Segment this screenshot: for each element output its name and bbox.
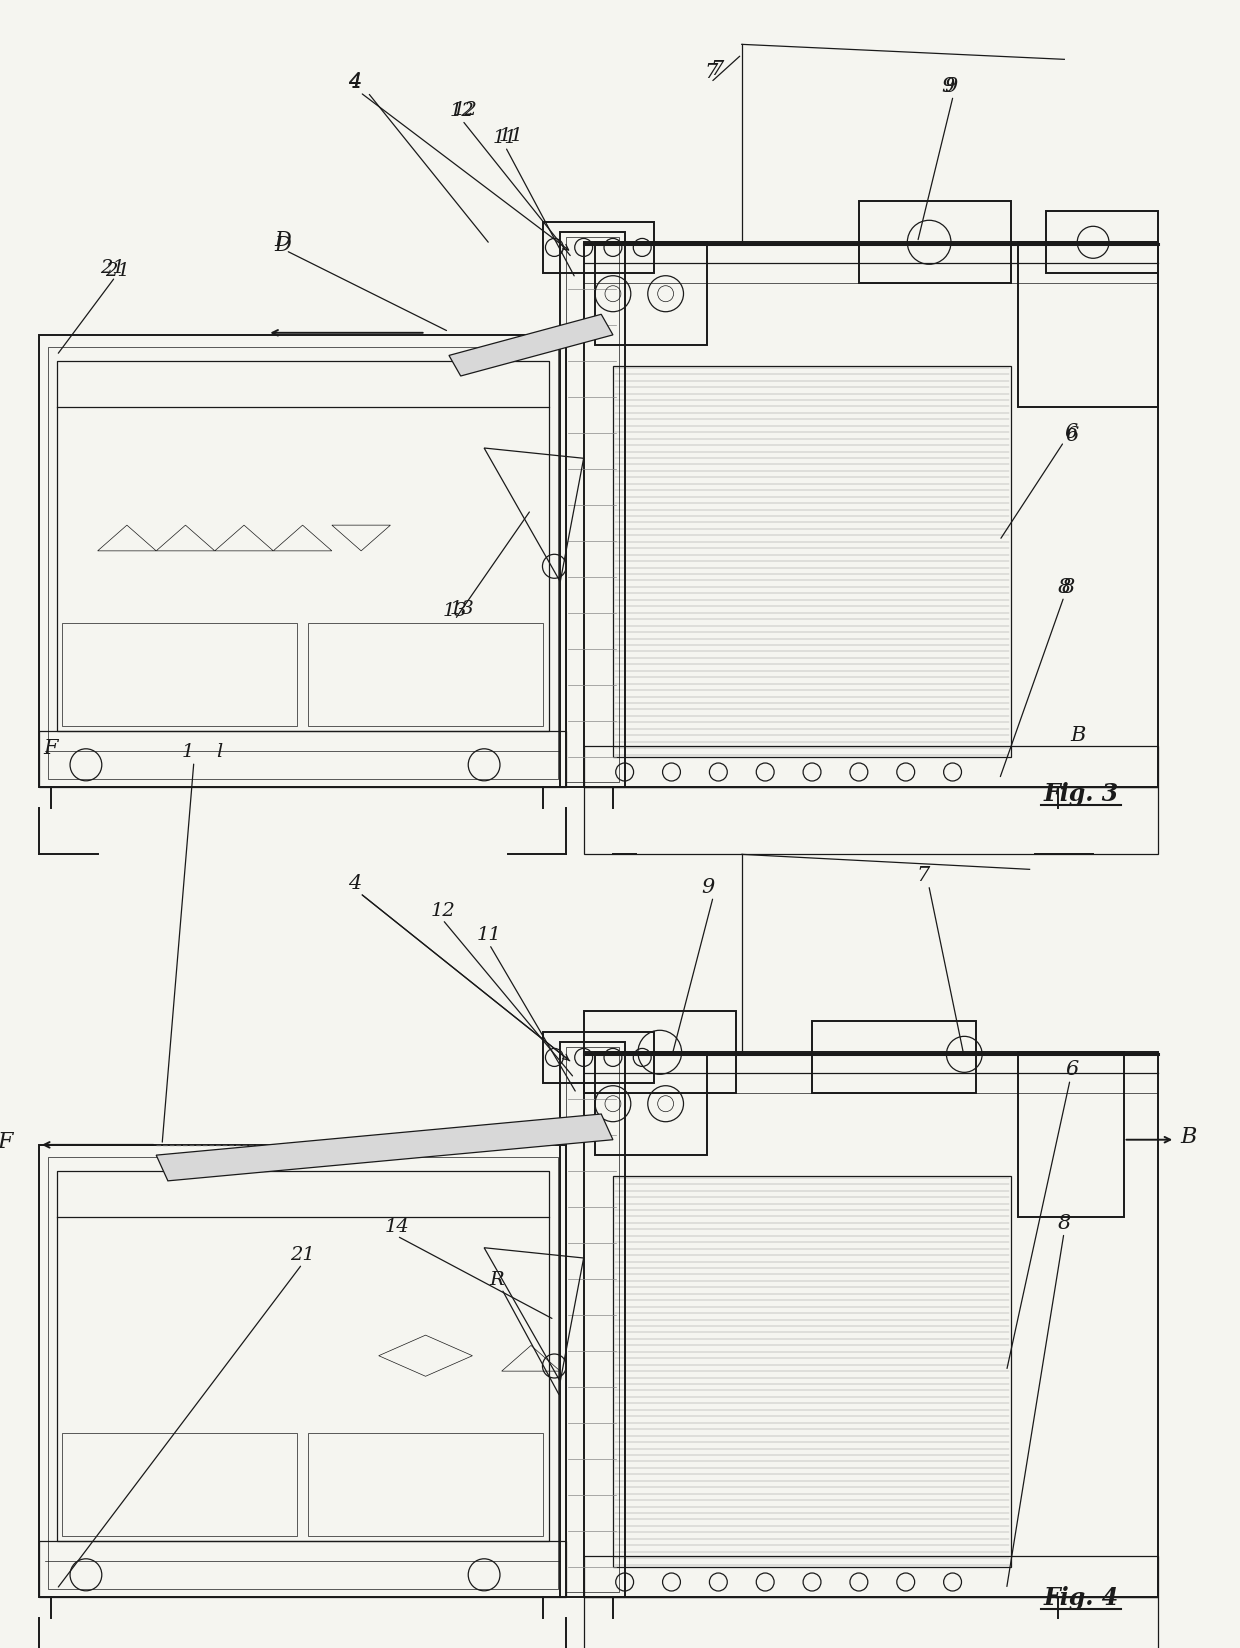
Polygon shape [156, 1114, 613, 1182]
Text: 11: 11 [494, 129, 518, 147]
Text: D: D [274, 231, 290, 250]
Text: B: B [1180, 1126, 1197, 1147]
Text: 6: 6 [1064, 422, 1078, 442]
Polygon shape [449, 315, 613, 376]
Text: R: R [490, 1271, 503, 1289]
Text: Fig. 4: Fig. 4 [1043, 1585, 1118, 1610]
Text: 6: 6 [1065, 1060, 1079, 1079]
Text: 9: 9 [701, 877, 714, 897]
Text: B: B [1070, 725, 1085, 745]
Text: 7: 7 [711, 59, 724, 79]
Text: 7: 7 [916, 865, 930, 885]
Text: 11: 11 [500, 127, 523, 145]
Text: 12: 12 [450, 102, 475, 120]
Text: 13: 13 [443, 602, 467, 620]
Text: 21: 21 [100, 259, 125, 277]
Text: 11: 11 [477, 926, 502, 944]
Text: 21: 21 [105, 262, 130, 280]
Text: 8: 8 [1061, 577, 1075, 597]
Text: 6: 6 [1065, 425, 1079, 445]
Text: 8: 8 [1058, 1213, 1071, 1233]
Text: Fig. 3: Fig. 3 [1043, 781, 1118, 806]
Text: 1: 1 [181, 743, 193, 761]
Text: D: D [274, 236, 290, 255]
Text: 4: 4 [347, 73, 361, 92]
Text: 9: 9 [941, 76, 955, 96]
Text: 12: 12 [430, 901, 455, 920]
Text: 4: 4 [347, 71, 361, 91]
Text: 14: 14 [384, 1218, 409, 1236]
Text: 4: 4 [347, 873, 361, 893]
Text: 9: 9 [945, 76, 957, 96]
Text: 13: 13 [450, 600, 475, 618]
Text: 8: 8 [1058, 577, 1071, 597]
Text: 7: 7 [704, 63, 718, 82]
Text: l: l [216, 743, 222, 761]
Text: F: F [43, 738, 58, 758]
Text: 12: 12 [453, 101, 477, 119]
Text: 21: 21 [290, 1246, 315, 1264]
Text: F: F [0, 1131, 12, 1154]
